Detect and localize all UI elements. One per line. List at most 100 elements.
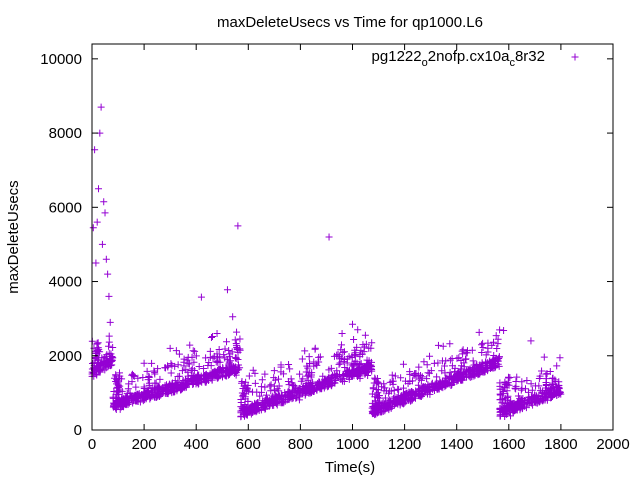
data-point [93,346,101,354]
data-point [488,341,496,349]
data-point [279,370,287,378]
data-point [95,185,103,193]
data-point [512,382,520,390]
data-point [145,373,153,381]
data-point [240,404,248,412]
data-point [225,361,233,369]
data-point [549,374,557,382]
data-point [261,370,269,378]
data-point [187,366,195,374]
data-point [478,360,486,368]
data-point [513,373,521,381]
data-point [219,364,227,372]
data-point [441,369,449,377]
data-point [528,386,536,394]
data-point [212,358,220,366]
data-point [425,384,433,392]
data-point [104,270,112,278]
data-point [134,374,142,382]
data-point [350,351,358,359]
data-point [434,384,442,392]
data-point [167,360,175,368]
data-point [518,384,526,392]
data-point [556,354,564,362]
data-point [492,354,500,362]
data-point [434,341,442,349]
data-point [473,362,481,370]
data-point [475,328,483,336]
data-point [350,335,358,343]
data-point [332,374,340,382]
data-point [433,385,441,393]
data-point [406,370,414,378]
data-point [423,375,431,383]
data-point [257,383,265,391]
data-point [184,380,192,387]
data-point [124,385,132,393]
legend-label: pg1222o2nofp.cx10ac8r32 [372,48,545,69]
data-point [507,412,515,420]
data-point [361,331,369,339]
data-point [157,391,165,399]
data-point [381,403,389,411]
data-point [175,350,183,358]
data-point [494,360,502,368]
data-point [369,384,377,392]
data-point [523,377,531,385]
data-point [274,394,282,402]
x-tick-label: 1800 [544,436,577,453]
data-point [165,387,173,395]
data-point [339,348,347,356]
data-point [457,373,465,381]
data-point [298,355,306,363]
data-point [386,396,394,404]
data-point [540,396,548,404]
data-point [307,389,315,397]
data-point [318,382,326,390]
data-point [313,386,321,394]
data-point [150,367,158,375]
data-point [379,407,387,415]
data-point [305,353,313,361]
data-point [434,359,442,367]
data-point [95,354,103,362]
data-point [214,357,222,365]
data-point [220,351,228,359]
data-point [209,333,217,341]
data-point [448,355,456,363]
data-point [368,407,376,415]
data-point [275,382,283,390]
data-point [371,393,379,401]
data-point [228,348,236,356]
data-point [139,373,147,381]
data-point [213,330,221,337]
data-point [521,397,529,405]
data-point [207,374,215,382]
data-point [319,378,327,386]
data-point [331,379,339,387]
data-point [388,371,396,379]
data-point [483,364,491,372]
data-point [108,357,116,365]
data-point [462,367,470,375]
data-point [384,404,392,412]
data-point [391,372,399,380]
data-point [164,363,172,371]
data-point [261,383,269,391]
data-point [129,394,137,402]
data-point [184,353,192,361]
data-point [161,382,169,390]
data-point [103,355,111,363]
data-point [344,367,352,375]
data-point [243,409,251,417]
data-point [106,362,114,370]
data-point [244,408,252,416]
legend-marker [571,53,579,61]
data-point [270,367,278,375]
data-point [231,369,239,377]
data-point [110,399,118,407]
data-point [414,381,422,389]
data-point [262,395,270,403]
data-point [356,360,364,368]
